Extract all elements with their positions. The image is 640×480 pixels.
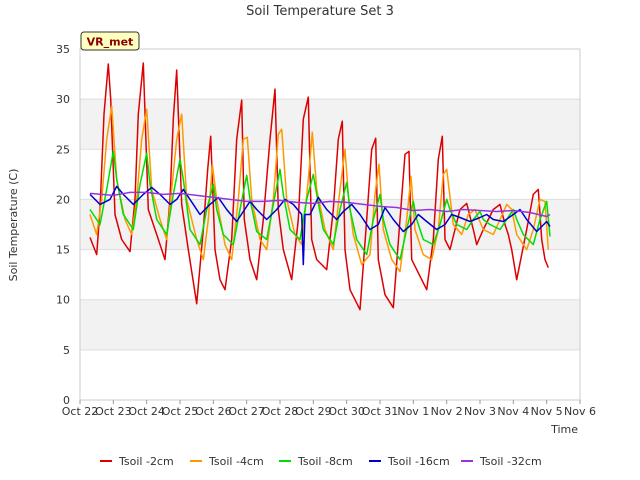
- x-tick-label: Nov 6: [564, 405, 596, 418]
- x-tick-label: Oct 23: [95, 405, 132, 418]
- y-axis-ticks: 0 5 10 15 20 25 30 35: [56, 43, 70, 407]
- background-band: [80, 349, 580, 400]
- y-tick-label: 0: [63, 394, 70, 407]
- background-band: [80, 249, 580, 300]
- x-tick-label: Oct 22: [62, 405, 99, 418]
- plot-area-frame: [79, 48, 581, 401]
- y-tick-label: 15: [56, 244, 70, 257]
- y-axis-label: Soil Temperature (C): [7, 169, 20, 282]
- legend-label: Tsoil -8cm: [297, 455, 353, 468]
- series-lines: [89, 62, 551, 311]
- series-line-1: [89, 105, 550, 273]
- series-line-2: [89, 150, 551, 261]
- y-tick-label: 10: [56, 294, 70, 307]
- x-tick-label: Nov 2: [431, 405, 463, 418]
- x-tick-label: Oct 25: [162, 405, 199, 418]
- legend-label: Tsoil -2cm: [118, 455, 174, 468]
- legend: Tsoil -2cm Tsoil -4cm Tsoil -8cm Tsoil -16c…: [100, 455, 542, 468]
- x-axis-label: Time: [550, 423, 578, 436]
- y-tick-label: 5: [63, 344, 70, 357]
- vr-met-badge: VR_met: [80, 31, 140, 51]
- x-tick-label: Oct 29: [295, 405, 332, 418]
- x-tick-label: Oct 24: [128, 405, 165, 418]
- legend-label: Tsoil -16cm: [387, 455, 450, 468]
- y-tick-label: 20: [56, 193, 70, 206]
- chart-title: Soil Temperature Set 3: [246, 4, 394, 19]
- x-tick-label: Oct 30: [328, 405, 365, 418]
- legend-label: Tsoil -4cm: [208, 455, 264, 468]
- series-line-4: [89, 191, 551, 218]
- y-tick-label: 25: [56, 143, 70, 156]
- badge-text: VR_met: [87, 36, 134, 49]
- series-line-3: [89, 185, 551, 266]
- series-line-0: [89, 62, 549, 311]
- x-tick-label: Nov 1: [397, 405, 429, 418]
- x-tick-label: Nov 5: [531, 405, 563, 418]
- background-band: [80, 49, 580, 100]
- background-band: [80, 99, 580, 150]
- x-tick-label: Oct 31: [362, 405, 399, 418]
- background-band: [80, 299, 580, 350]
- x-tick-label: Oct 27: [228, 405, 265, 418]
- background-band: [80, 149, 580, 200]
- y-tick-label: 30: [56, 93, 70, 106]
- legend-label: Tsoil -32cm: [479, 455, 542, 468]
- x-tick-label: Nov 3: [464, 405, 496, 418]
- x-tick-label: Oct 28: [262, 405, 299, 418]
- x-tick-label: Nov 4: [497, 405, 529, 418]
- y-tick-label: 35: [56, 43, 70, 56]
- x-tick-label: Oct 26: [195, 405, 232, 418]
